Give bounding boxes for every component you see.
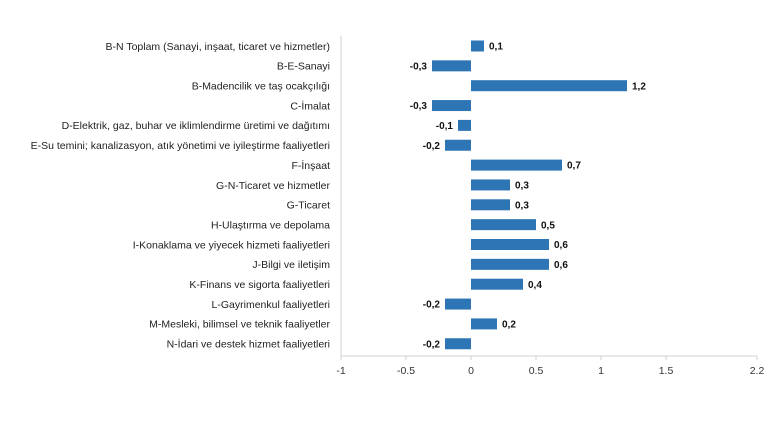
bar xyxy=(432,100,471,112)
bar xyxy=(471,159,562,171)
bar xyxy=(471,179,510,191)
bars xyxy=(432,40,627,350)
data-label: 0,4 xyxy=(528,280,542,291)
category-label: G-N-Ticaret ve hizmetler xyxy=(216,180,330,192)
data-label: 0,7 xyxy=(567,161,581,172)
data-label: 0,1 xyxy=(489,42,503,53)
data-label: 0,6 xyxy=(554,240,568,251)
category-labels: B-N Toplam (Sanayi, inşaat, ticaret ve h… xyxy=(31,41,331,351)
x-tick-label: -0.5 xyxy=(397,365,415,377)
data-label: -0,2 xyxy=(423,300,441,311)
data-label: -0,1 xyxy=(436,121,454,132)
data-label: -0,2 xyxy=(423,141,441,152)
data-label: 0,2 xyxy=(502,320,516,331)
category-label: E-Su temini; kanalizasyon, atık yönetimi… xyxy=(31,140,330,152)
category-label: B-Madencilik ve taş ocakçılığı xyxy=(192,81,330,93)
category-label: J-Bilgi ve iletişim xyxy=(252,259,330,271)
category-label: H-Ulaştırma ve depolama xyxy=(211,219,330,231)
category-label: I-Konaklama ve yiyecek hizmeti faaliyetl… xyxy=(133,239,330,251)
category-label: M-Mesleki, bilimsel ve teknik faaliyetle… xyxy=(149,319,330,331)
bar xyxy=(471,80,627,92)
data-label: 0,6 xyxy=(554,260,568,271)
bar xyxy=(432,60,471,72)
bar xyxy=(471,40,484,52)
x-tick-label: 2.2 xyxy=(750,365,765,377)
category-label: L-Gayrimenkul faaliyetleri xyxy=(212,299,330,311)
bar xyxy=(445,298,471,310)
data-label: 1,2 xyxy=(632,81,646,92)
category-label: B-N Toplam (Sanayi, inşaat, ticaret ve h… xyxy=(106,41,330,53)
x-tick-label: -1 xyxy=(336,365,345,377)
data-label: -0,2 xyxy=(423,339,441,350)
data-label: -0,3 xyxy=(410,61,428,72)
category-label: C-İmalat xyxy=(290,99,330,112)
data-labels: 0,1 -0,3 1,2 -0,3 -0,1 -0,2 0,7 0,3 0,3 0,5 0,6 0,6… xyxy=(410,42,647,351)
data-label: 0,5 xyxy=(541,220,555,231)
category-label: D-Elektrik, gaz, buhar ve iklimlendirme … xyxy=(62,120,330,132)
bar xyxy=(471,258,549,270)
bar xyxy=(458,119,471,131)
category-label: G-Ticaret xyxy=(287,200,330,212)
x-tick-label: 1.5 xyxy=(659,365,674,377)
data-label: -0,3 xyxy=(410,101,428,112)
bar xyxy=(445,338,471,350)
x-tick-label: 0 xyxy=(468,365,474,377)
data-label: 0,3 xyxy=(515,181,529,192)
bar xyxy=(445,139,471,151)
bar xyxy=(471,318,497,330)
x-axis: -1 -0.5 0 0.5 1 1.5 2.2 xyxy=(336,36,764,377)
bar xyxy=(471,199,510,211)
bar xyxy=(471,239,549,250)
bar xyxy=(471,219,536,231)
x-tick-label: 0.5 xyxy=(529,365,544,377)
category-label: K-Finans ve sigorta faaliyetleri xyxy=(189,279,330,291)
category-label: B-E-Sanayi xyxy=(277,61,330,73)
bar xyxy=(471,278,523,290)
category-label: F-İnşaat xyxy=(291,159,330,172)
category-label: N-İdari ve destek hizmet faaliyetleri xyxy=(167,338,330,351)
data-label: 0,3 xyxy=(515,200,529,211)
x-tick-label: 1 xyxy=(598,365,604,377)
